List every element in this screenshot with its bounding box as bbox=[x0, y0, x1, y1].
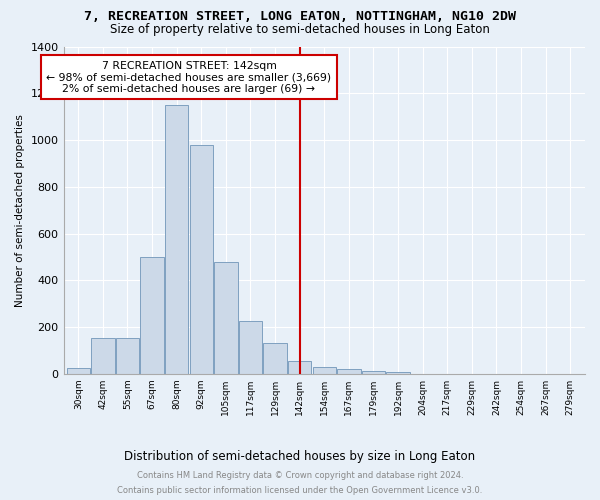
Bar bbox=[288, 361, 311, 374]
Bar bbox=[313, 367, 336, 374]
Bar bbox=[91, 338, 115, 374]
Bar bbox=[337, 369, 361, 374]
Text: Contains HM Land Registry data © Crown copyright and database right 2024.: Contains HM Land Registry data © Crown c… bbox=[137, 471, 463, 480]
Text: Size of property relative to semi-detached houses in Long Eaton: Size of property relative to semi-detach… bbox=[110, 22, 490, 36]
Bar bbox=[165, 105, 188, 374]
Bar bbox=[263, 344, 287, 374]
Bar bbox=[214, 262, 238, 374]
Bar bbox=[386, 372, 410, 374]
Text: 7, RECREATION STREET, LONG EATON, NOTTINGHAM, NG10 2DW: 7, RECREATION STREET, LONG EATON, NOTTIN… bbox=[84, 10, 516, 23]
Y-axis label: Number of semi-detached properties: Number of semi-detached properties bbox=[15, 114, 25, 306]
Bar bbox=[239, 321, 262, 374]
Text: Distribution of semi-detached houses by size in Long Eaton: Distribution of semi-detached houses by … bbox=[124, 450, 476, 463]
Bar bbox=[140, 257, 164, 374]
Bar bbox=[190, 144, 213, 374]
Text: Contains public sector information licensed under the Open Government Licence v3: Contains public sector information licen… bbox=[118, 486, 482, 495]
Bar bbox=[362, 371, 385, 374]
Bar bbox=[116, 338, 139, 374]
Text: 7 RECREATION STREET: 142sqm
← 98% of semi-detached houses are smaller (3,669)
2%: 7 RECREATION STREET: 142sqm ← 98% of sem… bbox=[46, 60, 332, 94]
Bar bbox=[67, 368, 90, 374]
